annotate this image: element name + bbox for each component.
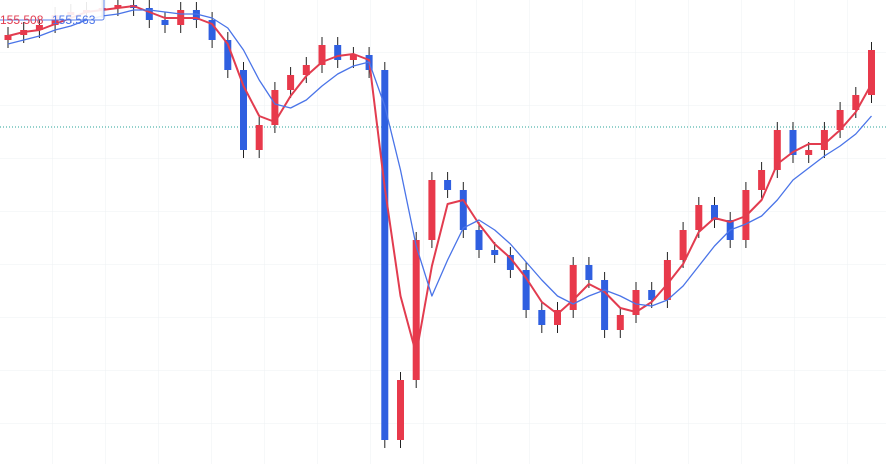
- candle-body: [334, 45, 342, 60]
- candle-body: [4, 35, 12, 40]
- candle-body: [271, 90, 279, 125]
- candle-body: [585, 265, 593, 280]
- candle-body: [679, 230, 687, 260]
- candle-body: [302, 65, 310, 75]
- ma-slow-label: 155.563: [52, 13, 96, 27]
- candle-body: [601, 280, 609, 330]
- candle-body: [773, 130, 781, 170]
- candle-body: [852, 95, 860, 110]
- candle-body: [35, 25, 43, 30]
- candle-body: [287, 75, 295, 90]
- candle-body: [648, 290, 656, 300]
- candle-body: [663, 260, 671, 300]
- candle-body: [397, 380, 404, 440]
- legend-box: [0, 0, 105, 21]
- candle-body: [632, 290, 640, 315]
- candle-body: [538, 310, 546, 325]
- candle-body: [820, 130, 828, 150]
- candle-body: [444, 180, 452, 190]
- candle-body: [868, 50, 875, 95]
- candle-body: [349, 55, 357, 60]
- candle-body: [381, 70, 389, 440]
- candle-body: [506, 255, 514, 270]
- candle-body: [240, 70, 247, 150]
- candle-body: [224, 40, 232, 70]
- candle-body: [475, 230, 483, 250]
- candle-body: [192, 10, 200, 20]
- candle-body: [805, 150, 813, 155]
- candle-body: [569, 265, 577, 310]
- candle-body: [114, 5, 122, 8]
- candle-body: [491, 250, 499, 255]
- candle-body: [616, 315, 624, 330]
- candle-body: [208, 20, 216, 40]
- plot-area: [0, 0, 886, 448]
- candle-body: [318, 45, 326, 65]
- moving-average-line: [7, 5, 873, 355]
- candle-body: [711, 205, 718, 220]
- candle-body: [412, 240, 420, 380]
- candle-body: [145, 8, 153, 20]
- candle-body: [695, 205, 703, 230]
- candle-body: [758, 170, 766, 190]
- candle-body: [459, 190, 467, 230]
- candle-body: [522, 270, 530, 310]
- candle-body: [836, 110, 844, 130]
- ma-fast-label: 155.508: [0, 13, 44, 27]
- candle-body: [161, 20, 169, 25]
- candle-body: [554, 310, 561, 325]
- candle-body: [428, 180, 436, 240]
- moving-average-line: [7, 9, 872, 307]
- candle-body: [789, 130, 797, 155]
- candle-body: [255, 125, 263, 150]
